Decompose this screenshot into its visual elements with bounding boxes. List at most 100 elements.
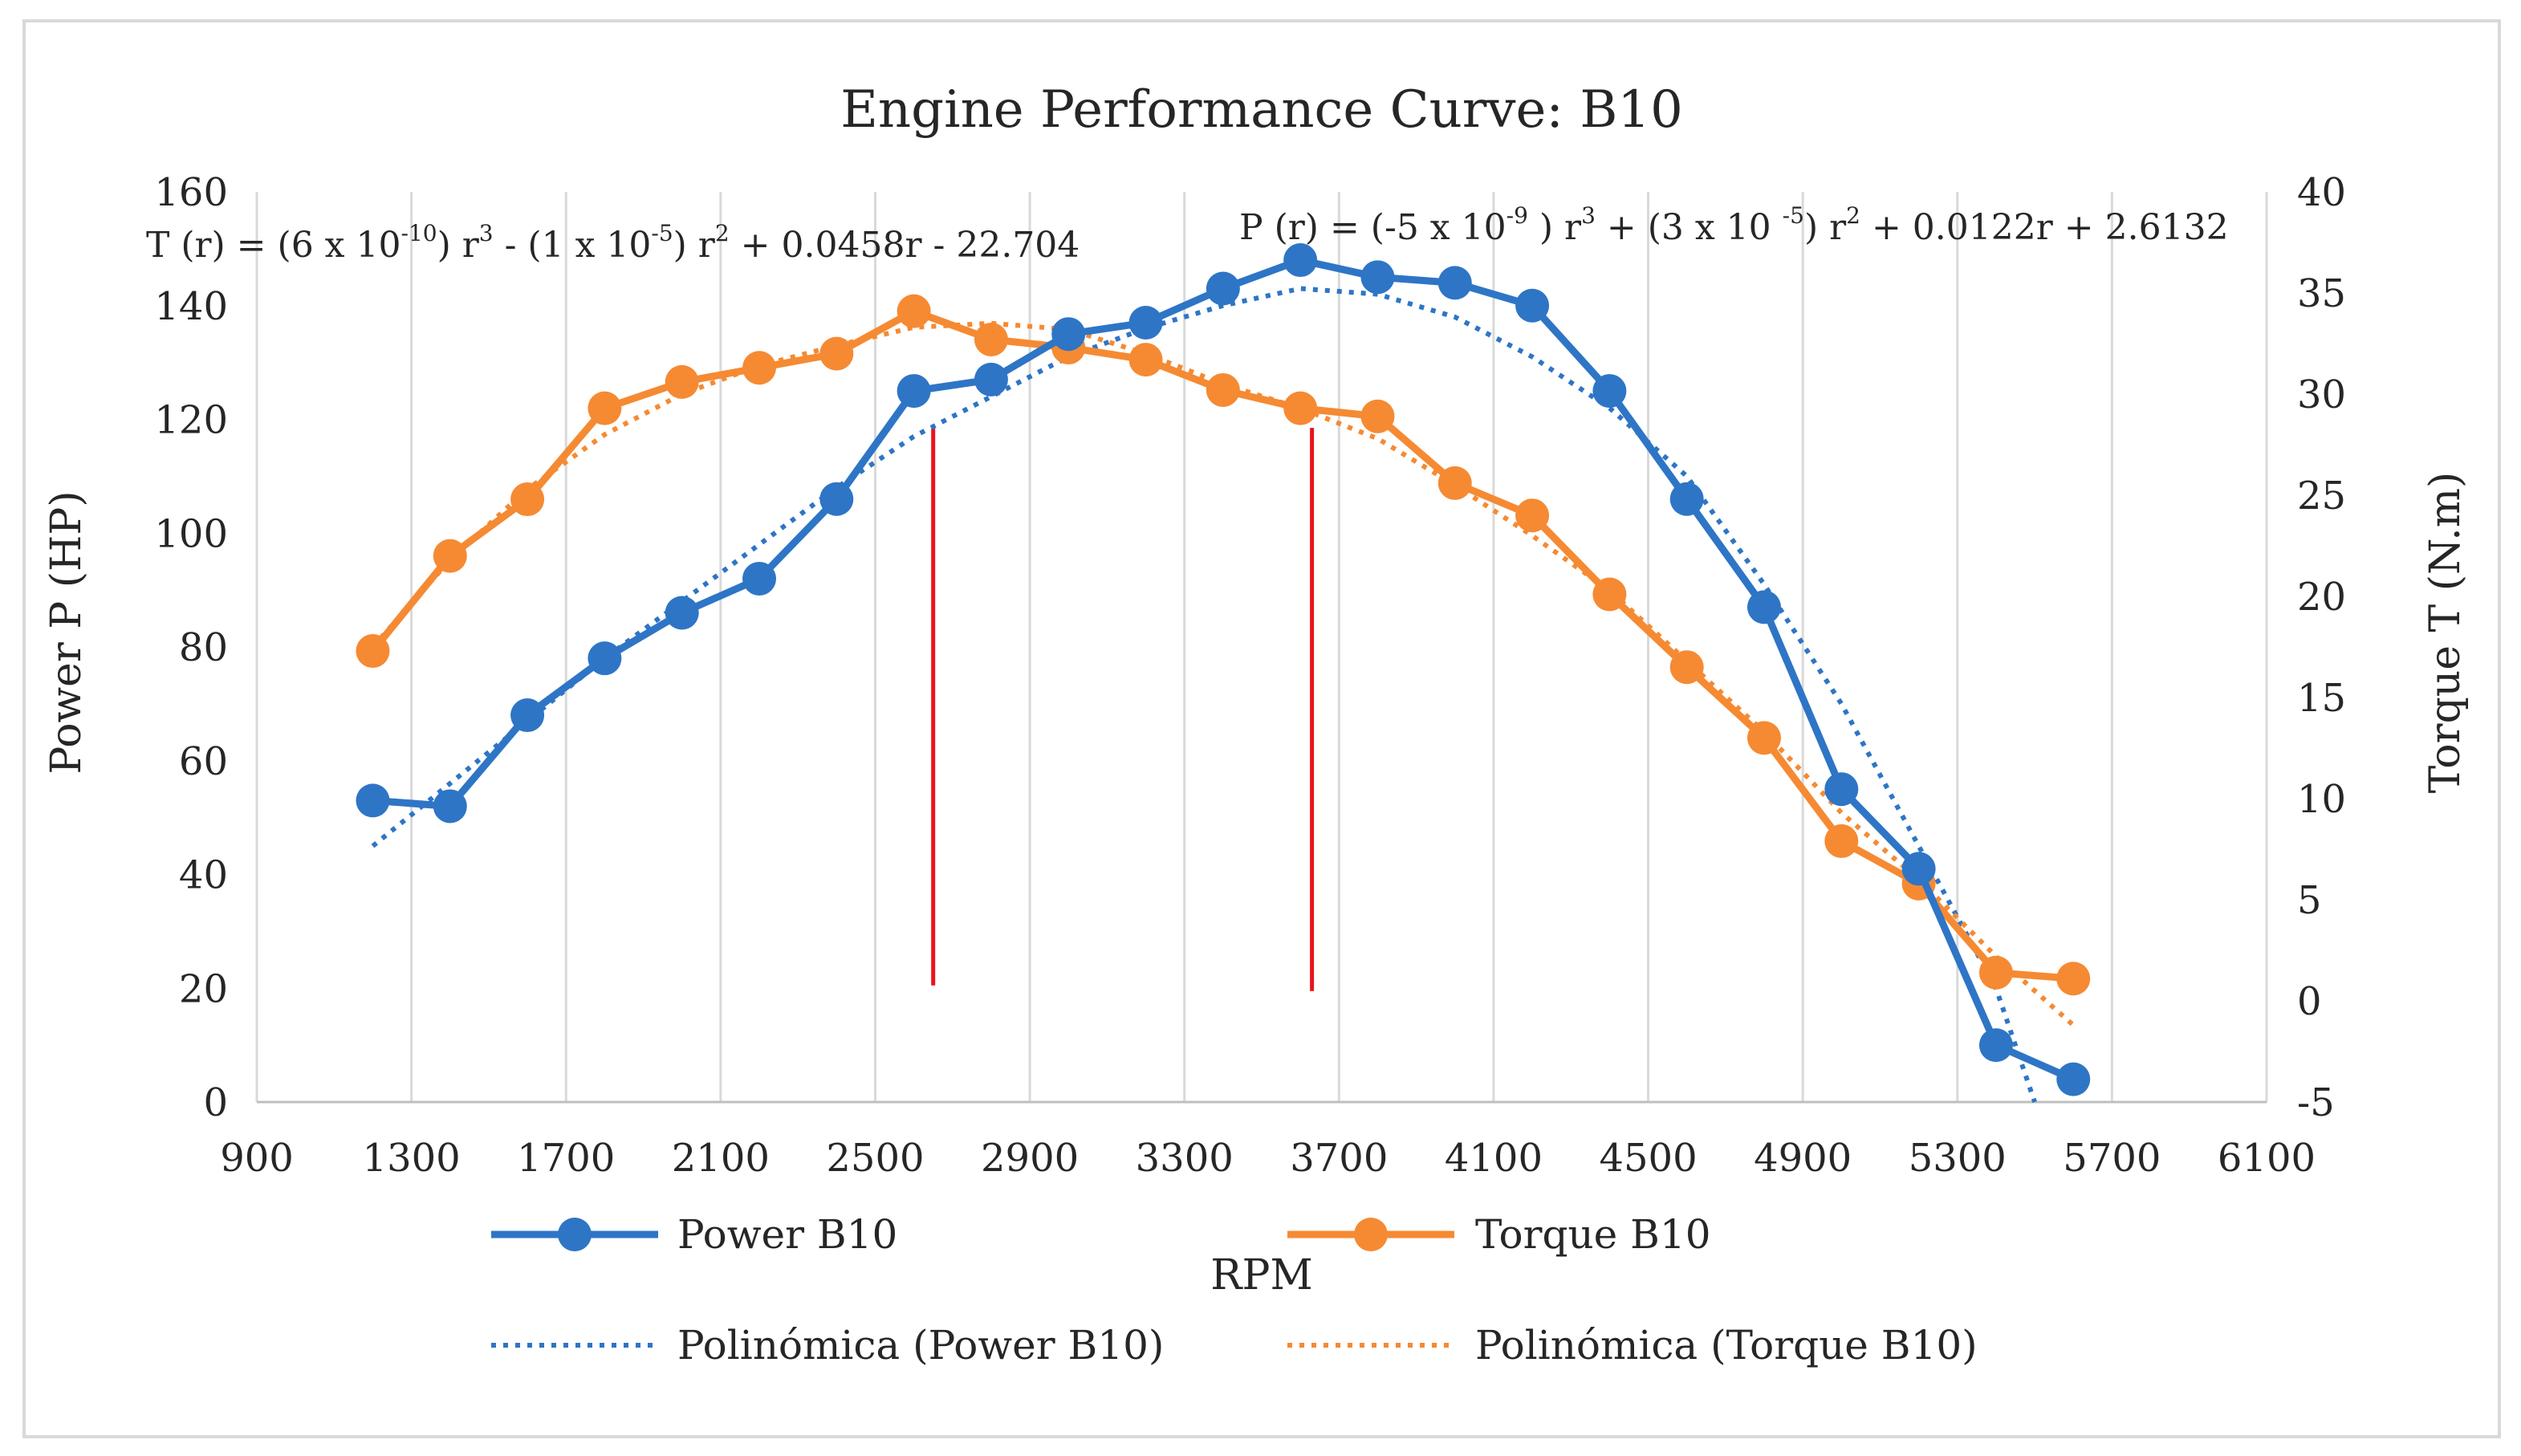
chart-title: Engine Performance Curve: B10: [840, 80, 1683, 140]
x-tick-label-2500: 2500: [826, 1136, 924, 1181]
equation-part: -5: [651, 220, 673, 246]
legend-power-trend-label: Polinómica (Power B10): [677, 1322, 1164, 1369]
y-left-tick-label-20: 20: [179, 966, 228, 1011]
x-tick-label-2900: 2900: [981, 1136, 1079, 1181]
y-right-tick-label-20: 20: [2297, 575, 2346, 620]
y-right-tick-label-25: 25: [2297, 474, 2346, 519]
y-right-tick-label-15: 15: [2297, 676, 2346, 721]
x-tick-label-5700: 5700: [2063, 1136, 2161, 1181]
x-tick-label-4900: 4900: [1754, 1136, 1852, 1181]
legend-power-label: Power B10: [677, 1211, 897, 1258]
x-tick-label-5300: 5300: [1909, 1136, 2007, 1181]
torque-point-5000: [1824, 824, 1859, 858]
torque-point-2000: [665, 364, 699, 399]
power-point-4200: [1515, 288, 1550, 323]
equation-part: -9: [1507, 202, 1528, 229]
power-point-2400: [819, 482, 854, 516]
torque-point-2800: [974, 322, 1008, 356]
power-point-4600: [1669, 482, 1704, 516]
power-point-5400: [1978, 1028, 2013, 1063]
power-point-1600: [510, 698, 545, 733]
x-tick-label-1700: 1700: [517, 1136, 615, 1181]
chart-frame: Engine Performance Curve: B10 0 20 40 60 80 1…: [22, 19, 2501, 1438]
legend: Power B10 Torque B10 Polinómica (Power B…: [491, 1211, 1978, 1369]
torque-point-5600: [2056, 962, 2091, 996]
power-point-1400: [433, 789, 467, 824]
torque-point-3200: [1128, 343, 1163, 377]
y-right-tick-label-40: 40: [2297, 170, 2346, 215]
y-left-tick-label-40: 40: [179, 853, 228, 898]
power-point-4800: [1747, 590, 1781, 624]
equation-part: 3: [479, 220, 494, 246]
power-point-5600: [2056, 1062, 2091, 1096]
y-left-tick-label-80: 80: [179, 625, 228, 670]
x-tick-label-1300: 1300: [363, 1136, 461, 1181]
power-point-2000: [665, 596, 699, 630]
equation-part: + 0.0122r + 2.6132: [1860, 207, 2229, 248]
x-tick-label-900: 900: [220, 1136, 294, 1181]
x-axis-label: RPM: [1210, 1251, 1312, 1299]
power-point-3200: [1128, 306, 1163, 340]
torque-point-2400: [819, 336, 854, 371]
equation-part: -10: [401, 220, 437, 246]
power-point-3800: [1360, 260, 1395, 295]
torque-point-4000: [1437, 466, 1472, 500]
y-right-tick-label-10: 10: [2297, 777, 2346, 822]
equation-part: 2: [1846, 202, 1860, 229]
torque-trendline: [371, 320, 2076, 1027]
x-ticks: 900 1300 1700 2100 2500 2900 3300 3700 4100 4500 4…: [220, 1136, 2316, 1181]
x-tick-label-3700: 3700: [1290, 1136, 1388, 1181]
power-point-1800: [588, 641, 622, 676]
torque-point-4400: [1592, 577, 1627, 612]
y-left-tick-label-120: 120: [154, 398, 228, 443]
torque-point-1600: [510, 482, 545, 517]
torque-point-3800: [1360, 399, 1395, 433]
x-tick-label-2100: 2100: [672, 1136, 770, 1181]
y-left-tick-label-140: 140: [154, 284, 228, 329]
legend-item-power[interactable]: Power B10: [491, 1211, 897, 1258]
legend-torque-marker: [1354, 1218, 1388, 1251]
y-right-tick-label--5: -5: [2297, 1080, 2335, 1125]
power-point-5000: [1824, 772, 1859, 807]
torque-point-1200: [356, 634, 390, 669]
y-right-tick-label-35: 35: [2297, 271, 2346, 316]
x-tick-label-6100: 6100: [2218, 1136, 2316, 1181]
y-right-tick-label-5: 5: [2297, 878, 2322, 923]
legend-torque-trend-label: Polinómica (Torque B10): [1475, 1322, 1978, 1369]
legend-item-torque-trend[interactable]: Polinómica (Torque B10): [1287, 1322, 1978, 1369]
y-left-tick-label-0: 0: [203, 1080, 228, 1125]
legend-item-power-trend[interactable]: Polinómica (Power B10): [491, 1322, 1164, 1369]
equation-part: P (r) = (-5 x 10: [1239, 207, 1507, 248]
torque-point-1400: [433, 539, 467, 573]
engine-performance-chart: Engine Performance Curve: B10 0204060801…: [43, 80, 2470, 1369]
y-right-tick-label-0: 0: [2297, 979, 2322, 1024]
power-point-4000: [1437, 266, 1472, 300]
torque-equation: T (r) = (6 x 10-10) r3 - (1 x 10-5) r2 +…: [146, 220, 1080, 266]
equation-part: - (1 x 10: [494, 225, 652, 266]
y-left-tick-label-100: 100: [154, 511, 228, 556]
power-point-3400: [1206, 271, 1240, 306]
power-equation: P (r) = (-5 x 10-9 ) r3 + (3 x 10 -5) r2…: [1239, 202, 2229, 248]
equation-part: 2: [715, 220, 730, 246]
power-point-2800: [974, 362, 1008, 397]
equation-part: + 0.0458r - 22.704: [730, 225, 1080, 266]
data-series: [356, 243, 2091, 1096]
vertical-markers: [931, 425, 1315, 991]
vertical-gridlines: [255, 192, 2268, 1102]
torque-point-5400: [1978, 955, 2013, 990]
equation-part: T (r) = (6 x 10: [146, 225, 401, 266]
y-left-ticks: 0 20 40 60 80 100 120 140 160: [154, 170, 228, 1125]
equation-part: + (3 x 10: [1596, 207, 1783, 248]
power-trendline: [371, 286, 2037, 1103]
y-axis-right-label: Torque T (N.m): [2421, 472, 2470, 794]
equation-part: ) r: [437, 225, 480, 266]
y-left-tick-label-160: 160: [154, 170, 228, 215]
y-right-tick-label-30: 30: [2297, 372, 2346, 417]
torque-point-3400: [1206, 372, 1240, 407]
y-axis-left-label: Power P (HP): [43, 490, 91, 774]
torque-point-4200: [1515, 498, 1550, 533]
equation-part: ) r: [1804, 207, 1847, 248]
equation-part: -5: [1783, 202, 1804, 229]
torque-point-1800: [588, 391, 622, 425]
legend-item-torque[interactable]: Torque B10: [1287, 1211, 1711, 1258]
